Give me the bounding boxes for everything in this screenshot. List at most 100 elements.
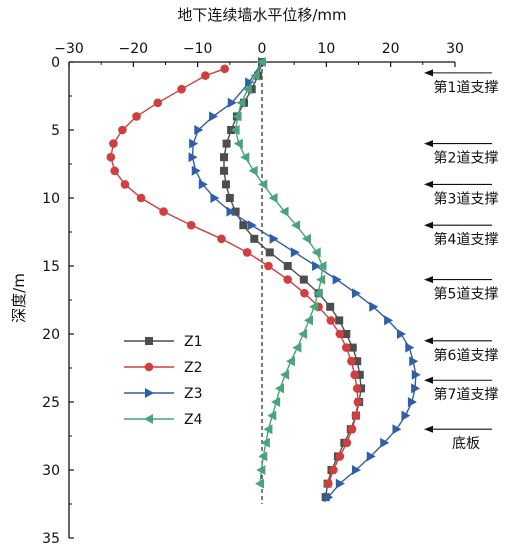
data-point	[396, 329, 406, 339]
data-point	[312, 288, 322, 299]
data-point	[335, 452, 345, 461]
data-point	[302, 233, 312, 244]
data-point	[369, 301, 379, 312]
support-arrowhead	[424, 276, 433, 284]
data-point	[198, 179, 208, 190]
data-point	[221, 180, 230, 189]
data-point	[342, 330, 351, 338]
data-point	[109, 139, 118, 148]
data-point	[220, 166, 229, 175]
data-point	[230, 125, 240, 135]
data-point	[220, 64, 229, 74]
data-point	[285, 356, 295, 367]
x-axis-title: 地下连续墙水平位移/mm	[177, 6, 346, 24]
data-point	[255, 478, 265, 489]
data-point	[411, 369, 421, 380]
data-point	[177, 84, 186, 94]
legend-label-z3: Z3	[184, 386, 203, 402]
data-point	[217, 234, 226, 244]
data-point	[256, 465, 266, 475]
data-point	[242, 248, 252, 257]
x-tick-label: −10	[183, 41, 213, 57]
data-point	[136, 193, 146, 203]
data-point	[311, 247, 321, 258]
data-point	[153, 98, 163, 108]
data-point	[263, 424, 273, 435]
data-point	[411, 383, 421, 394]
data-point	[120, 180, 130, 189]
data-point	[350, 370, 359, 380]
series-z4	[230, 57, 327, 489]
legend-marker	[145, 388, 154, 398]
data-point	[353, 397, 363, 407]
data-point	[233, 138, 243, 149]
data-point	[298, 329, 308, 339]
data-point	[401, 410, 411, 421]
series-z3	[188, 57, 421, 503]
data-point	[392, 424, 402, 435]
y-tick-label: 10	[42, 191, 60, 207]
legend-label-z1: Z1	[184, 334, 203, 350]
data-point	[342, 438, 352, 448]
y-tick-label: 15	[42, 259, 60, 275]
data-point	[275, 383, 285, 394]
data-point	[283, 262, 292, 270]
data-point	[242, 84, 252, 95]
axes: −30 −20 −10 0 10 20 30 0 5 10 15 20 25 30 35	[42, 41, 464, 547]
y-axis-title: 深度/m	[10, 273, 28, 323]
data-point	[279, 206, 289, 217]
data-point	[335, 478, 345, 489]
y-tick-label: 5	[51, 123, 60, 139]
data-point	[316, 274, 326, 285]
data-point	[118, 125, 127, 135]
support-label: 第6道支撑	[434, 347, 499, 364]
data-point	[291, 220, 301, 231]
data-point	[312, 261, 322, 271]
data-point	[326, 316, 336, 325]
data-point	[191, 165, 201, 176]
data-point	[335, 316, 344, 325]
legend-label-z4: Z4	[184, 412, 203, 428]
data-point	[351, 465, 361, 475]
data-point	[323, 479, 333, 488]
support-arrowhead	[424, 425, 433, 433]
data-point	[317, 261, 327, 271]
data-point	[232, 111, 242, 122]
support-label: 底板	[452, 436, 480, 452]
series-z2	[106, 64, 363, 488]
data-point	[106, 152, 116, 162]
data-point	[247, 220, 257, 231]
x-tick-label: 20	[382, 41, 400, 57]
support-arrowhead	[424, 376, 433, 384]
support-label: 第1道支撑	[434, 79, 499, 96]
data-point	[258, 451, 268, 462]
support-arrowhead	[424, 337, 433, 345]
data-point	[225, 194, 234, 202]
data-point	[380, 437, 390, 448]
data-point	[132, 112, 141, 121]
data-point	[220, 153, 229, 162]
data-point	[290, 247, 300, 258]
data-point	[201, 71, 210, 80]
data-point	[260, 437, 270, 448]
data-point	[264, 261, 273, 271]
data-point	[209, 111, 219, 122]
y-tick-label: 0	[51, 55, 60, 71]
support-arrowhead	[424, 180, 433, 188]
data-point	[231, 207, 240, 216]
data-point	[227, 97, 237, 108]
data-point	[189, 138, 199, 149]
data-point	[250, 234, 259, 243]
data-point	[355, 370, 364, 379]
support-label: 第3道支撑	[434, 190, 499, 207]
support-label: 第2道支撑	[434, 150, 499, 167]
data-point	[248, 165, 258, 176]
data-point	[265, 248, 274, 257]
y-tick-label: 30	[42, 463, 60, 479]
legend-marker	[145, 337, 153, 345]
data-point	[267, 410, 277, 421]
legend-marker	[144, 414, 153, 424]
data-point	[366, 451, 376, 462]
support-arrowhead	[424, 140, 433, 148]
